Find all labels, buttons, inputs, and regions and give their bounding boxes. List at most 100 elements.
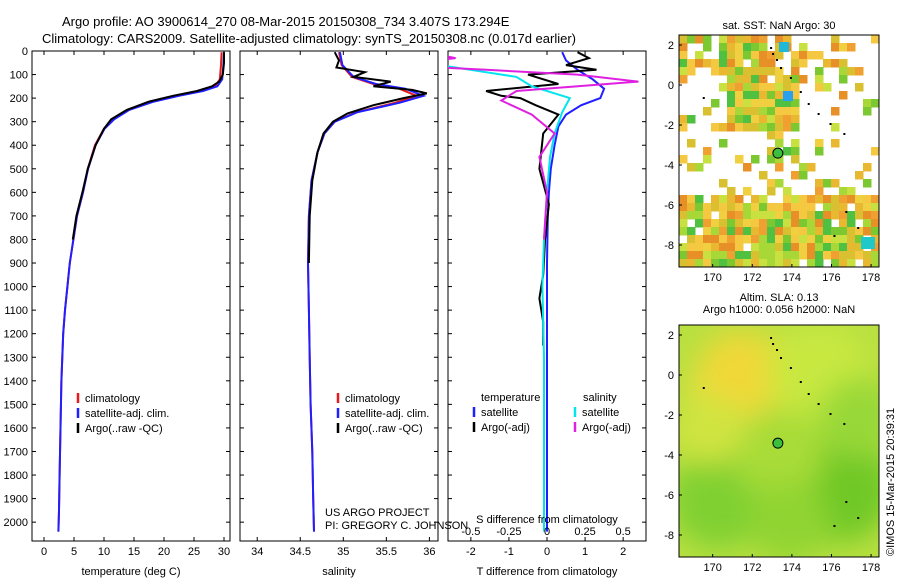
sst-cell	[791, 51, 800, 60]
sst-cell	[799, 163, 808, 172]
sst-cell	[839, 203, 848, 212]
x-tick-label: 34.5	[290, 546, 311, 558]
x-tick-label: 2	[620, 546, 626, 558]
sst-cell	[719, 211, 728, 220]
sst-cell	[855, 251, 864, 260]
series-line	[57, 52, 223, 532]
header-line-2: Climatology: CARS2009. Satellite-adjuste…	[42, 31, 576, 46]
sst-cell	[815, 235, 824, 244]
sst-cell	[751, 91, 760, 100]
sst-cell	[791, 91, 800, 100]
sst-cell	[767, 67, 776, 76]
sst-cell	[687, 259, 696, 267]
map-title: Altim. SLA: 0.13	[740, 292, 819, 304]
sst-cell	[735, 75, 744, 84]
sst-cell	[759, 123, 768, 132]
sst-cell	[703, 219, 712, 228]
sst-cell	[791, 59, 800, 68]
sst-cell	[719, 195, 728, 204]
sst-cell	[863, 203, 872, 212]
y-tick-label: 300	[10, 117, 28, 129]
sst-cell	[711, 259, 720, 267]
sst-cell	[855, 203, 864, 212]
sst-cell	[775, 259, 784, 267]
sst-cell	[847, 259, 856, 267]
x-axis-label: T difference from climatology	[477, 566, 618, 578]
x-tick-label: 34	[251, 546, 263, 558]
x-tick-label: 15	[128, 546, 140, 558]
sst-cell	[783, 227, 792, 236]
sst-cell	[759, 115, 768, 124]
sst-cell	[759, 83, 768, 92]
sst-cell	[823, 195, 832, 204]
sst-cell	[783, 203, 792, 212]
sst-cell	[727, 211, 736, 220]
sst-cell	[783, 123, 792, 132]
island-dot	[772, 343, 775, 345]
sst-cell	[831, 259, 840, 267]
sst-cell	[767, 227, 776, 236]
sst-cell	[759, 195, 768, 204]
imos-watermark: ©IMOS 15-Mar-2015 20:39:31	[885, 408, 897, 556]
sst-cell	[831, 251, 840, 260]
sst-cell	[687, 195, 696, 204]
island-dot	[845, 501, 848, 503]
s-axis-label: S difference from climatology	[476, 514, 618, 526]
sst-cell	[759, 235, 768, 244]
sst-cell	[799, 251, 808, 260]
sst-cell	[815, 211, 824, 220]
y-tick-label: 0	[22, 46, 28, 58]
y-tick-label: 1600	[4, 423, 28, 435]
island-dot	[799, 381, 802, 383]
sst-cell	[839, 219, 848, 228]
sst-cell	[687, 243, 696, 252]
sst-cell	[807, 235, 816, 244]
map-title: sat. SST: NaN Argo: 30	[722, 20, 835, 32]
sst-cell	[775, 107, 784, 116]
sst-cell	[679, 67, 688, 76]
sst-cell	[727, 51, 736, 60]
legend-label: satellite-adj. clim.	[345, 408, 429, 420]
sst-cell	[791, 123, 800, 132]
legend-label: Argo(-adj)	[481, 422, 530, 434]
sst-cell	[711, 123, 720, 132]
sst-cell	[791, 243, 800, 252]
sst-cell	[775, 227, 784, 236]
sst-cell	[799, 171, 808, 180]
legend-label: satellite	[481, 407, 518, 419]
sst-cell	[759, 219, 768, 228]
sst-cell	[815, 243, 824, 252]
legend-label: satellite	[582, 407, 619, 419]
sst-cell	[759, 259, 768, 267]
sst-cell	[839, 211, 848, 220]
sst-cell	[831, 59, 840, 68]
sst-cell	[735, 91, 744, 100]
island-dot	[829, 123, 832, 125]
island-dot	[799, 91, 802, 93]
sst-cell	[743, 163, 752, 172]
sst-cell	[871, 227, 879, 236]
sst-cell	[759, 251, 768, 260]
sst-cell	[727, 243, 736, 252]
y-tick-label: 800	[10, 234, 28, 246]
sst-cell	[775, 91, 784, 100]
island-dot	[702, 97, 705, 99]
sst-cell	[831, 243, 840, 252]
series-line	[546, 51, 606, 532]
sst-cell	[823, 211, 832, 220]
sst-cell	[679, 123, 688, 132]
sst-cell	[751, 75, 760, 84]
island-dot	[776, 59, 779, 61]
y-tick-label: 900	[10, 258, 28, 270]
sst-cell	[751, 243, 760, 252]
sst-cell	[727, 195, 736, 204]
sst-cell	[767, 251, 776, 260]
sst-cell	[719, 243, 728, 252]
y-tick-label: 2	[668, 330, 674, 342]
sst-cell	[743, 123, 752, 132]
sst-cell	[711, 67, 720, 76]
x-tick-label: 176	[822, 562, 840, 574]
sst-cell	[735, 59, 744, 68]
sst-cell	[751, 43, 760, 52]
